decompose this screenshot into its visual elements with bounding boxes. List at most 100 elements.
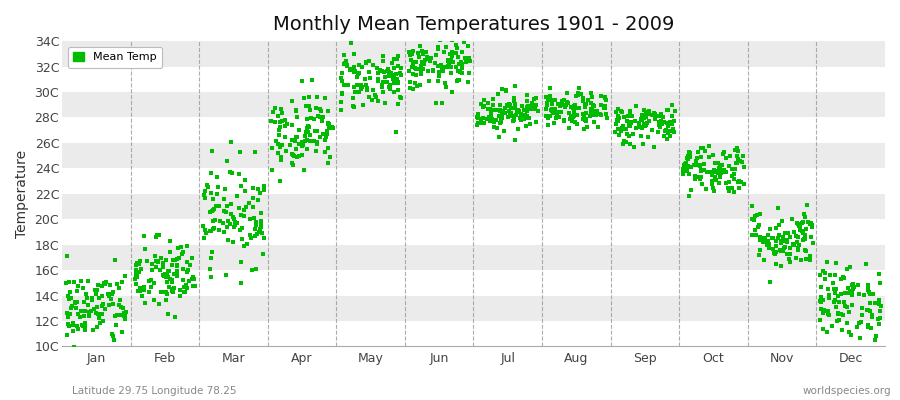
Point	[273, 143, 287, 150]
Point	[163, 238, 177, 244]
Point	[688, 176, 703, 182]
Point	[545, 109, 560, 115]
Point	[729, 145, 743, 151]
Point	[635, 117, 650, 123]
Point	[500, 114, 515, 121]
Point	[91, 310, 105, 317]
Point	[679, 168, 693, 174]
Bar	[62, 66, 885, 92]
Point	[59, 253, 74, 259]
Point	[561, 100, 575, 107]
Point	[814, 298, 828, 305]
Point	[275, 109, 290, 116]
Point	[207, 205, 221, 212]
Point	[439, 84, 454, 90]
Point	[531, 108, 545, 114]
Point	[680, 156, 695, 163]
Point	[634, 115, 649, 122]
Point	[406, 48, 420, 55]
Point	[609, 109, 624, 115]
Point	[728, 166, 742, 172]
Point	[220, 224, 235, 230]
Point	[711, 170, 725, 176]
Point	[95, 311, 110, 317]
Point	[410, 66, 424, 72]
Point	[619, 126, 634, 132]
Point	[158, 289, 173, 296]
Point	[684, 163, 698, 170]
Point	[161, 267, 176, 274]
Point	[369, 65, 383, 72]
Point	[63, 311, 77, 318]
Point	[586, 110, 600, 116]
Point	[770, 248, 784, 255]
Point	[369, 94, 383, 100]
Point	[503, 105, 517, 111]
Point	[493, 120, 508, 126]
Point	[206, 196, 220, 202]
Point	[131, 288, 146, 294]
Point	[238, 204, 253, 210]
Point	[799, 255, 814, 262]
Point	[470, 122, 484, 129]
Point	[217, 196, 231, 203]
Point	[289, 108, 303, 115]
Point	[491, 113, 506, 120]
Point	[138, 246, 152, 252]
Point	[778, 244, 792, 250]
Point	[458, 55, 473, 62]
Point	[346, 103, 361, 109]
Point	[745, 232, 760, 238]
Point	[817, 276, 832, 282]
Point	[680, 155, 694, 162]
Bar	[62, 168, 885, 194]
Point	[520, 107, 535, 114]
Point	[554, 102, 569, 108]
Point	[816, 326, 831, 332]
Point	[566, 105, 580, 112]
Point	[833, 290, 848, 297]
Point	[598, 104, 612, 111]
Point	[865, 314, 879, 320]
Point	[131, 269, 146, 275]
Point	[305, 77, 320, 83]
Point	[793, 226, 807, 233]
Point	[76, 323, 91, 330]
Point	[472, 115, 486, 121]
Point	[860, 322, 875, 329]
Point	[625, 113, 639, 119]
Point	[473, 116, 488, 122]
Point	[375, 68, 390, 74]
Point	[254, 210, 268, 216]
Point	[459, 59, 473, 65]
Point	[544, 97, 558, 103]
Point	[176, 249, 191, 255]
Point	[776, 234, 790, 240]
Point	[544, 107, 558, 114]
Point	[119, 309, 133, 316]
Point	[132, 258, 147, 264]
Point	[842, 288, 857, 294]
Point	[652, 113, 666, 119]
Point	[572, 85, 587, 91]
Point	[248, 221, 263, 228]
Point	[352, 70, 366, 76]
Point	[694, 145, 708, 151]
Point	[492, 108, 507, 114]
Point	[547, 96, 562, 103]
Point	[860, 307, 875, 314]
Point	[220, 202, 234, 209]
Point	[97, 281, 112, 287]
Point	[751, 224, 765, 230]
Point	[382, 73, 396, 79]
Point	[588, 110, 602, 116]
Point	[225, 170, 239, 176]
Point	[697, 166, 711, 173]
Point	[489, 107, 503, 113]
Point	[351, 70, 365, 77]
Point	[700, 169, 715, 175]
Point	[791, 223, 806, 229]
Point	[500, 102, 514, 108]
Point	[429, 52, 444, 59]
Point	[497, 127, 511, 134]
